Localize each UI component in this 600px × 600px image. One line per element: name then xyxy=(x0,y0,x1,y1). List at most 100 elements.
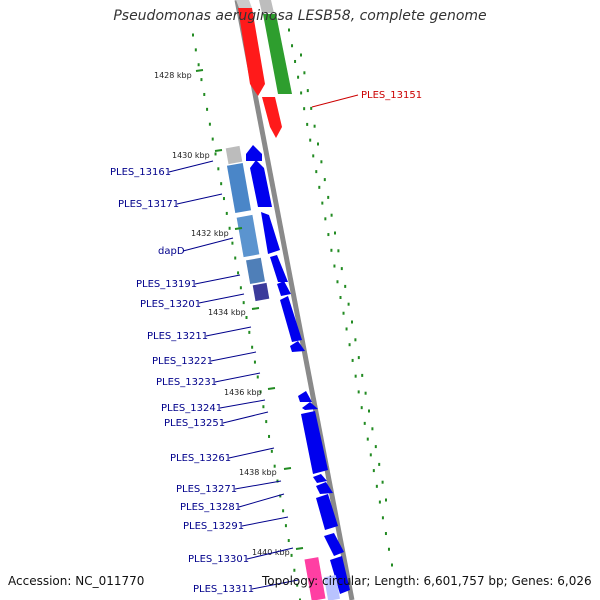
gene-label[interactable]: PLES_13281 xyxy=(180,502,241,513)
gene-leader-line xyxy=(205,326,252,337)
guide-dot xyxy=(293,568,296,572)
kbp-ticks: 1428 kbp 1430 kbp 1432 kbp 1434 kbp 1436 kbp… xyxy=(154,69,304,557)
guide-dot xyxy=(369,453,372,457)
guide-dot xyxy=(288,28,290,32)
guide-dot xyxy=(296,583,299,587)
gene-leader-line xyxy=(228,447,275,459)
gene-label[interactable]: PLES_13221 xyxy=(152,356,213,367)
guide-dot xyxy=(361,373,364,377)
gene-arrow xyxy=(302,402,318,410)
guide-dot xyxy=(345,327,348,331)
gene-leader-line xyxy=(311,94,359,108)
guide-dot xyxy=(234,256,237,260)
guide-dot xyxy=(237,271,240,275)
guide-dot xyxy=(294,59,297,63)
gene-arrow xyxy=(324,533,344,556)
gene-leader-line xyxy=(241,516,289,527)
guide-dot xyxy=(309,138,312,142)
guide-dot xyxy=(300,53,302,57)
guide-dot xyxy=(291,44,294,48)
genome-backbone xyxy=(234,0,355,600)
gene-arrow xyxy=(270,255,288,282)
guide-dot xyxy=(217,167,220,171)
gene-leader-line xyxy=(234,480,282,490)
gene-label[interactable]: PLES_13231 xyxy=(156,377,217,388)
kbp-tick-label: 1430 kbp xyxy=(172,151,210,160)
guide-dot xyxy=(206,107,209,111)
gene-label[interactable]: PLES_13311 xyxy=(193,584,254,595)
gene-leader-line xyxy=(222,411,269,424)
guide-dot xyxy=(351,358,354,362)
guide-dot xyxy=(375,484,378,488)
guide-dot xyxy=(363,421,366,425)
kbp-tick-label: 1436 kbp xyxy=(224,388,262,397)
gene-label[interactable]: PLES_13271 xyxy=(176,484,237,495)
guide-dot xyxy=(200,78,203,82)
guide-dot xyxy=(203,92,206,96)
kbp-tick-mark xyxy=(195,69,204,72)
guide-dot xyxy=(282,509,285,513)
gene-feature-lightblue xyxy=(324,575,340,600)
guide-dot xyxy=(265,420,268,424)
topology-label: Topology: circular; Length: 6,601,757 bp… xyxy=(262,574,592,588)
guide-dot xyxy=(344,284,347,288)
guide-dot xyxy=(385,498,387,502)
kbp-tick-mark xyxy=(295,547,304,550)
guide-dot xyxy=(312,154,315,158)
gene-label[interactable]: PLES_13241 xyxy=(161,403,222,414)
guide-dot xyxy=(239,286,242,290)
guide-dot xyxy=(297,75,300,79)
gene-label[interactable]: PLES_13301 xyxy=(188,554,249,565)
kbp-tick-mark xyxy=(234,227,243,230)
kbp-tick-label: 1434 kbp xyxy=(208,308,246,317)
guide-dot xyxy=(381,480,384,484)
gene-leader-line xyxy=(194,274,241,285)
kbp-tick-mark xyxy=(214,149,223,152)
gene-label[interactable]: PLES_13211 xyxy=(147,331,208,342)
guide-dot xyxy=(321,201,324,205)
gene-label[interactable]: PLES_13161 xyxy=(110,167,171,178)
guide-dot xyxy=(259,390,262,394)
guide-dot xyxy=(211,137,214,141)
gene-label[interactable]: PLES_13251 xyxy=(164,418,225,429)
gene-arrow xyxy=(316,494,338,530)
kbp-tick-mark xyxy=(267,387,276,390)
guide-dot xyxy=(354,338,357,342)
guide-dot xyxy=(323,178,326,182)
gene-feature-steelblue-3 xyxy=(246,257,265,285)
guide-dot xyxy=(336,280,339,284)
gene-label[interactable]: PLES_13201 xyxy=(140,299,201,310)
left-feature-cluster xyxy=(225,145,270,302)
guide-dot xyxy=(268,434,271,438)
guide-dot xyxy=(324,217,327,221)
guide-dot xyxy=(253,360,256,364)
kbp-tick-label: 1438 kbp xyxy=(239,468,277,477)
dotted-guide-tracks xyxy=(192,28,393,600)
gene-label[interactable]: dapD xyxy=(158,246,185,257)
gene-feature-grey-left xyxy=(225,145,243,165)
gene-leader-line xyxy=(246,547,294,560)
gene-label[interactable]: PLES_13291 xyxy=(183,521,244,532)
guide-dot xyxy=(364,391,367,395)
gene-label[interactable]: PLES_13191 xyxy=(136,279,197,290)
guide-dot xyxy=(372,469,375,473)
gene-labels: PLES_13151 PLES_13161 PLES_13171 dapD PLES_1… xyxy=(110,90,422,595)
gene-label[interactable]: PLES_13171 xyxy=(118,199,179,210)
gene-arrow xyxy=(301,411,328,474)
guide-dot xyxy=(262,405,265,409)
gene-feature-grey-mid xyxy=(259,0,274,13)
guide-dot xyxy=(351,320,353,324)
gene-label[interactable]: PLES_13151 xyxy=(361,90,422,101)
guide-dot xyxy=(357,390,360,394)
guide-dot xyxy=(330,248,333,252)
gene-arrow xyxy=(261,212,280,254)
gene-feature-steelblue-1 xyxy=(226,162,252,214)
gene-arrow xyxy=(280,296,302,342)
guide-dot xyxy=(197,63,200,67)
guide-dot xyxy=(194,48,197,52)
gene-leader-line xyxy=(168,160,214,173)
gene-label[interactable]: PLES_13261 xyxy=(170,453,231,464)
gene-leader-line xyxy=(182,237,234,252)
gene-arrow xyxy=(316,482,333,494)
